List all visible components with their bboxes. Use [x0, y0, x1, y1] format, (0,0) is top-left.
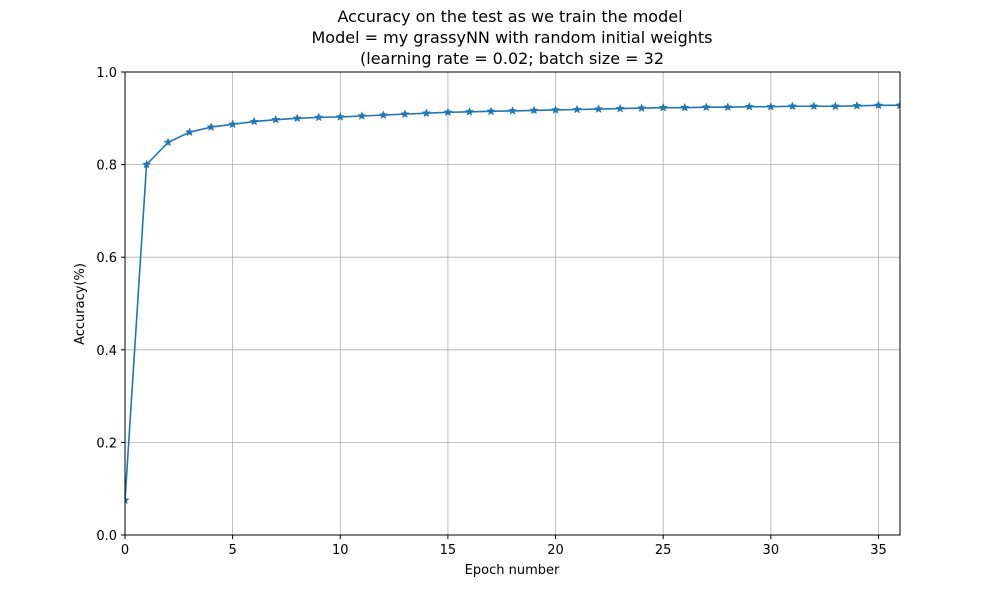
- chart-title-line-2: Model = my grassyNN with random initial …: [312, 28, 713, 47]
- data-point: [486, 106, 496, 116]
- data-point: [292, 113, 302, 123]
- data-point: [787, 101, 798, 111]
- x-axis-label: Epoch number: [465, 563, 560, 578]
- data-point: [723, 102, 733, 112]
- data-point: [873, 100, 884, 110]
- y-tick-label: 0.4: [96, 344, 117, 359]
- data-point: [529, 105, 539, 115]
- data-point: [809, 101, 819, 111]
- data-point: [206, 122, 216, 132]
- data-point: [572, 104, 582, 114]
- x-tick-label: 10: [332, 543, 349, 558]
- data-point: [615, 103, 625, 113]
- data-point: [443, 107, 453, 117]
- grid: [124, 71, 900, 536]
- data-point: [400, 109, 410, 119]
- y-tick-label: 0.8: [96, 159, 117, 174]
- data-point: [766, 101, 776, 111]
- data-point: [464, 106, 475, 116]
- y-tick-label: 1.0: [96, 66, 117, 81]
- x-tick-label: 20: [547, 543, 564, 558]
- data-point: [163, 137, 173, 147]
- data-point: [852, 100, 862, 110]
- data-point: [550, 105, 561, 114]
- data-point: [830, 101, 841, 111]
- data-point: [335, 112, 345, 121]
- x-tick-label: 25: [655, 543, 672, 558]
- data-point: [421, 108, 432, 118]
- x-tick-label: 5: [228, 543, 236, 558]
- x-tick-label: 35: [870, 543, 887, 558]
- data-point: [184, 127, 195, 137]
- data-point: [125, 495, 130, 505]
- series: [125, 100, 900, 505]
- data-point: [658, 102, 668, 112]
- data-point: [680, 102, 690, 112]
- tick-labels: 0 5 10 15 20 25 30 35 0.0 0.2 0.4 0.6 0.8 1.0: [96, 66, 886, 558]
- data-point: [378, 110, 388, 120]
- data-point: [249, 116, 259, 126]
- data-point: [507, 105, 518, 115]
- data-point: [744, 101, 754, 111]
- chart-title-line-1: Accuracy on the test as we train the mod…: [337, 7, 682, 26]
- y-tick-label: 0.0: [96, 529, 117, 544]
- data-point: [895, 100, 900, 110]
- ticks: [121, 71, 879, 539]
- data-point: [271, 114, 281, 124]
- data-point: [314, 112, 324, 122]
- y-axis-label: Accuracy(%): [73, 263, 88, 345]
- data-point: [637, 103, 647, 113]
- x-tick-label: 30: [763, 543, 780, 558]
- x-tick-label: 15: [440, 543, 457, 558]
- y-tick-label: 0.2: [96, 436, 117, 451]
- data-point: [141, 159, 152, 169]
- chart-title-line-3: (learning rate = 0.02; batch size = 32: [360, 49, 664, 68]
- plot-frame: [124, 71, 901, 536]
- y-tick-label: 0.6: [96, 251, 117, 266]
- x-tick-label: 0: [121, 543, 129, 558]
- data-point: [593, 104, 604, 114]
- data-point: [227, 119, 238, 129]
- data-point: [357, 111, 367, 120]
- data-point: [701, 102, 711, 112]
